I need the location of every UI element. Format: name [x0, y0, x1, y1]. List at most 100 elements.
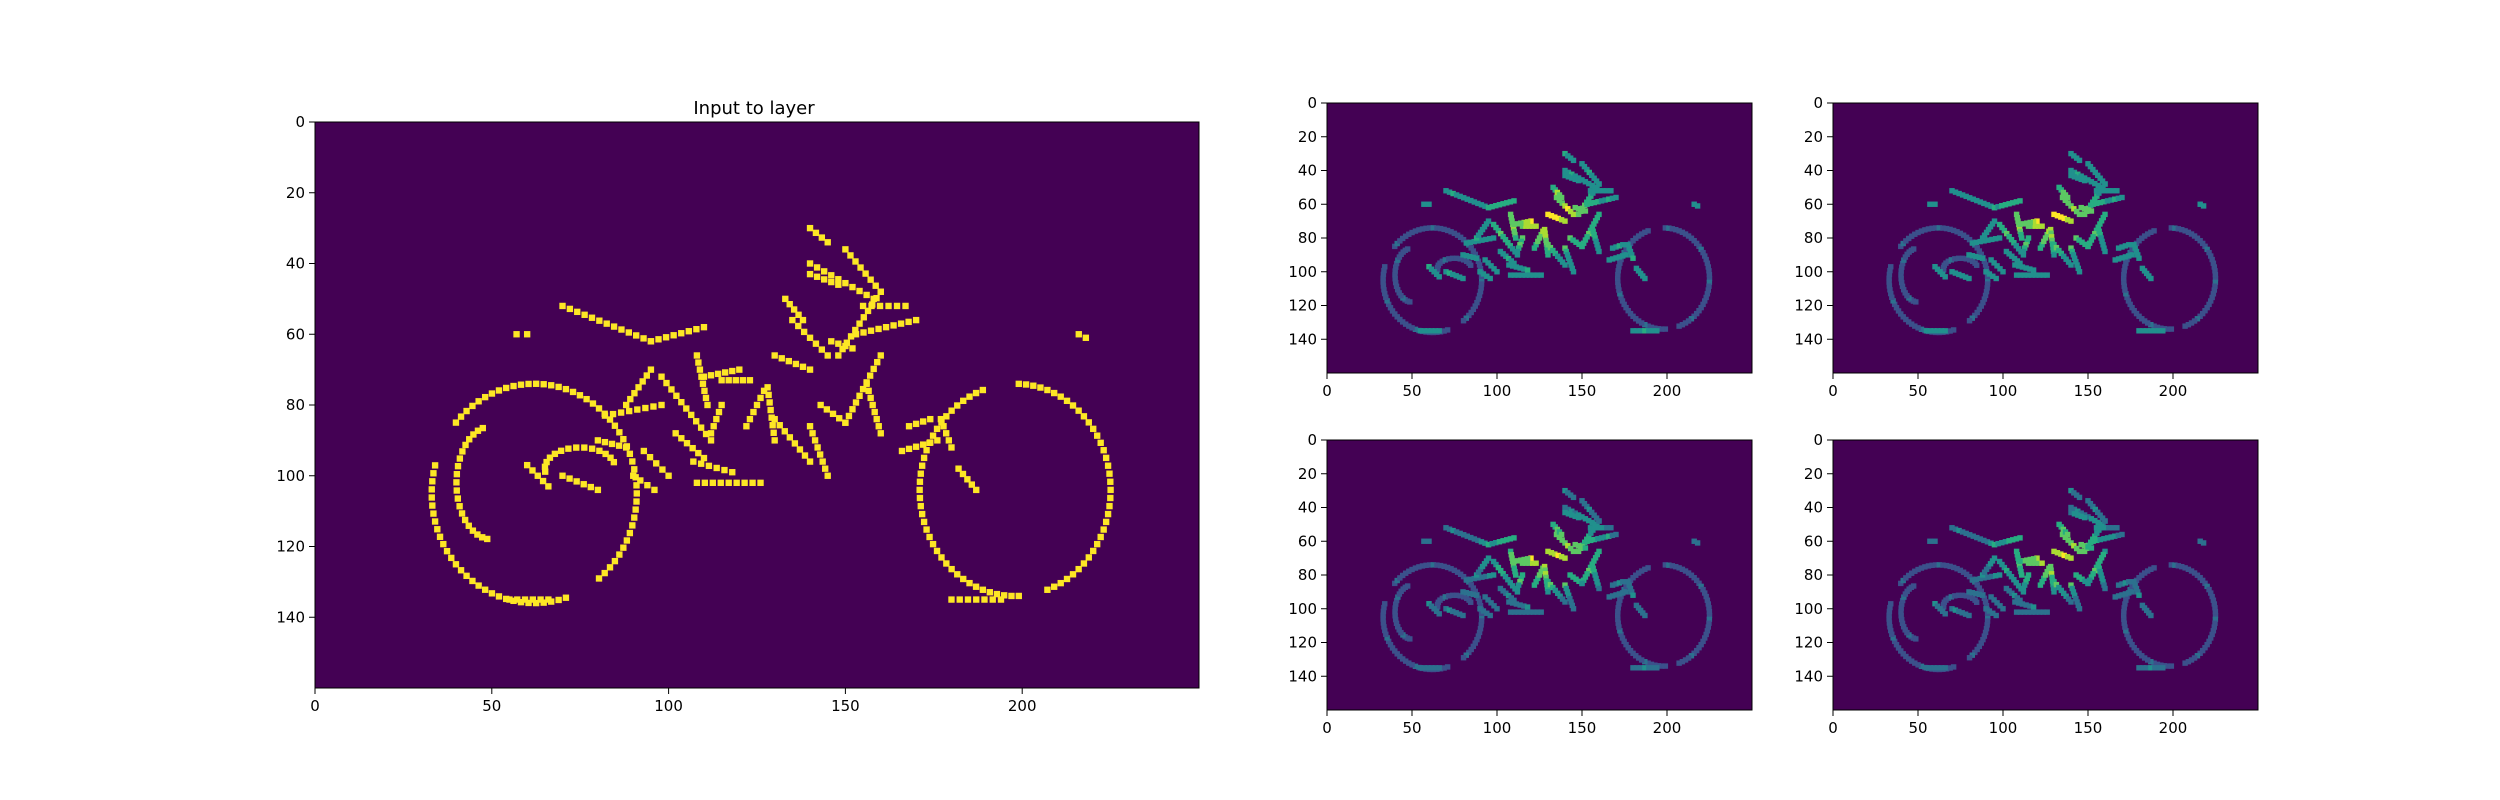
heatmap-cell	[2073, 258, 2079, 265]
heatmap-cell	[1476, 629, 1483, 636]
heatmap-cell	[1085, 419, 1092, 426]
heatmap-cell	[1517, 265, 1523, 271]
heatmap-cell	[1514, 585, 1521, 592]
heatmap-cell	[1545, 211, 1551, 218]
heatmap-cell	[2125, 635, 2132, 641]
heatmap-cell	[934, 437, 941, 444]
heatmap-cell	[596, 317, 603, 324]
heatmap-cell	[1521, 556, 1527, 563]
heatmap-cell	[1974, 582, 1980, 588]
heatmap-cell	[1471, 536, 1478, 542]
heatmap-cell	[923, 447, 930, 454]
heatmap-cell	[1638, 320, 1645, 326]
heatmap-cell	[1582, 179, 1589, 185]
heatmap-cell	[2017, 565, 2023, 571]
heatmap-cell	[718, 401, 725, 409]
heatmap-cell	[1460, 252, 1466, 258]
heatmap-cell	[1399, 235, 1406, 242]
heatmap-cell	[916, 486, 923, 494]
heatmap-cell	[2025, 272, 2031, 278]
heatmap-cell	[1973, 576, 1980, 583]
heatmap-cell	[1899, 601, 1905, 607]
heatmap-cell	[1970, 533, 1976, 539]
heatmap-cell	[1389, 308, 1396, 314]
x-tick-label: 150	[1568, 719, 1597, 737]
heatmap-cell	[1582, 516, 1589, 522]
heatmap-cell	[776, 422, 783, 429]
heatmap-cell	[1976, 643, 1983, 650]
heatmap-cell	[870, 295, 877, 303]
y-tick-label: 80	[1804, 229, 1823, 247]
heatmap-cell	[430, 470, 437, 477]
heatmap-cell	[1478, 618, 1485, 624]
heatmap-cell	[1008, 592, 1015, 600]
heatmap-cell	[1960, 232, 1967, 238]
heatmap-cell	[2071, 506, 2078, 513]
x-tick-label: 100	[1989, 719, 2018, 737]
heatmap-cell	[1595, 536, 1601, 542]
heatmap-cell	[1994, 600, 2000, 606]
heatmap-cell	[1464, 196, 1470, 202]
heatmap-cell	[1562, 150, 1568, 157]
heatmap-cell	[1638, 231, 1645, 237]
heatmap-cell	[852, 258, 859, 265]
heatmap-cell	[1569, 508, 1575, 514]
heatmap-cell	[532, 599, 540, 607]
heatmap-cell	[2071, 490, 2077, 496]
heatmap-cell	[860, 329, 867, 336]
heatmap-cell	[436, 533, 444, 540]
heatmap-cell	[1432, 665, 1439, 671]
heatmap-cell	[2152, 328, 2158, 334]
heatmap-cell	[1912, 323, 1918, 329]
heatmap-cell	[696, 366, 704, 373]
heatmap-cell	[1966, 318, 1973, 324]
heatmap-cell	[1679, 658, 1686, 665]
heatmap-cell	[2121, 268, 2127, 274]
heatmap-cell	[1554, 590, 1561, 597]
heatmap-cell	[2112, 533, 2118, 539]
heatmap-cell	[1974, 245, 1980, 251]
heatmap-cell	[1495, 564, 1502, 571]
heatmap-cell	[1450, 271, 1456, 278]
heatmap-cell	[428, 494, 435, 501]
heatmap-cell	[1952, 256, 1958, 262]
heatmap-cell	[1557, 593, 1563, 599]
heatmap-cell	[912, 420, 920, 428]
heatmap-cell	[2093, 188, 2100, 194]
heatmap-cell	[1450, 527, 1456, 534]
heatmap-cell	[1562, 203, 1568, 209]
heatmap-cell	[1615, 616, 1621, 623]
heatmap-cell	[2206, 638, 2212, 645]
heatmap-cell	[2097, 188, 2104, 194]
heatmap-cell	[626, 529, 634, 537]
heatmap-cell	[1519, 272, 1525, 278]
heatmap-cell	[2048, 234, 2055, 240]
heatmap-cell	[2182, 228, 2188, 234]
heatmap-cell	[877, 352, 884, 359]
heatmap-cell	[1642, 658, 1648, 665]
heatmap-cell	[523, 461, 531, 469]
heatmap-cell	[1932, 562, 1939, 568]
heatmap-cell	[2110, 525, 2116, 531]
heatmap-cell	[1511, 228, 1517, 234]
heatmap-cell	[1617, 291, 1623, 297]
heatmap-cell	[771, 437, 778, 444]
heatmap-cell	[2008, 236, 2015, 243]
heatmap-cell	[2068, 599, 2074, 605]
heatmap-cell	[847, 252, 854, 259]
heatmap-cell	[1481, 224, 1488, 230]
heatmap-cell	[1478, 202, 1485, 208]
heatmap-cell	[2136, 592, 2142, 598]
heatmap-cell	[1494, 269, 1500, 275]
heatmap-cell	[2040, 272, 2047, 278]
heatmap-cell	[1460, 318, 1467, 324]
heatmap-cell	[1394, 314, 1400, 320]
heatmap-cell	[1615, 283, 1621, 289]
heatmap-cell	[1952, 189, 1959, 195]
heatmap-cell	[1899, 597, 1906, 604]
heatmap-cell	[1409, 229, 1415, 236]
heatmap-cell	[1430, 225, 1437, 231]
